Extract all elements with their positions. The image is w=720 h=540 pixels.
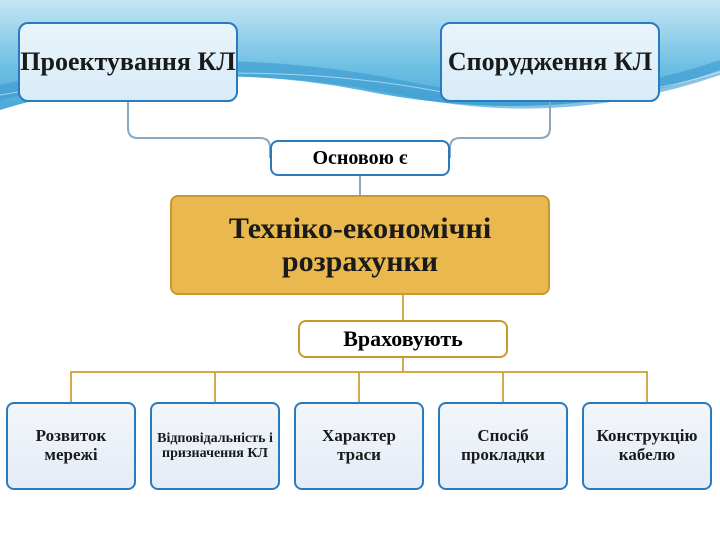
leaf-box-4: Конструкцію кабелю (582, 402, 712, 490)
consider-label: Враховують (298, 320, 508, 358)
consider-label-text: Враховують (343, 327, 463, 351)
leaf-text: Характер траси (300, 427, 418, 464)
center-box-text: Техніко-економічні розрахунки (172, 212, 548, 278)
top-box-right-label: Спорудження КЛ (448, 48, 652, 77)
leaf-text: Розвиток мережі (12, 427, 130, 464)
leaf-box-3: Спосіб прокладки (438, 402, 568, 490)
top-box-right: Спорудження КЛ (440, 22, 660, 102)
leaf-box-1: Відповідальність і призначення КЛ (150, 402, 280, 490)
leaf-text: Спосіб прокладки (444, 427, 562, 464)
leaf-text: Відповідальність і призначення КЛ (156, 431, 274, 462)
center-box: Техніко-економічні розрахунки (170, 195, 550, 295)
leaf-box-2: Характер траси (294, 402, 424, 490)
top-box-left: Проектування КЛ (18, 22, 238, 102)
basis-label: Основою є (270, 140, 450, 176)
basis-label-text: Основою є (312, 147, 407, 169)
leaf-text: Конструкцію кабелю (588, 427, 706, 464)
top-box-left-label: Проектування КЛ (20, 48, 235, 77)
leaf-box-0: Розвиток мережі (6, 402, 136, 490)
